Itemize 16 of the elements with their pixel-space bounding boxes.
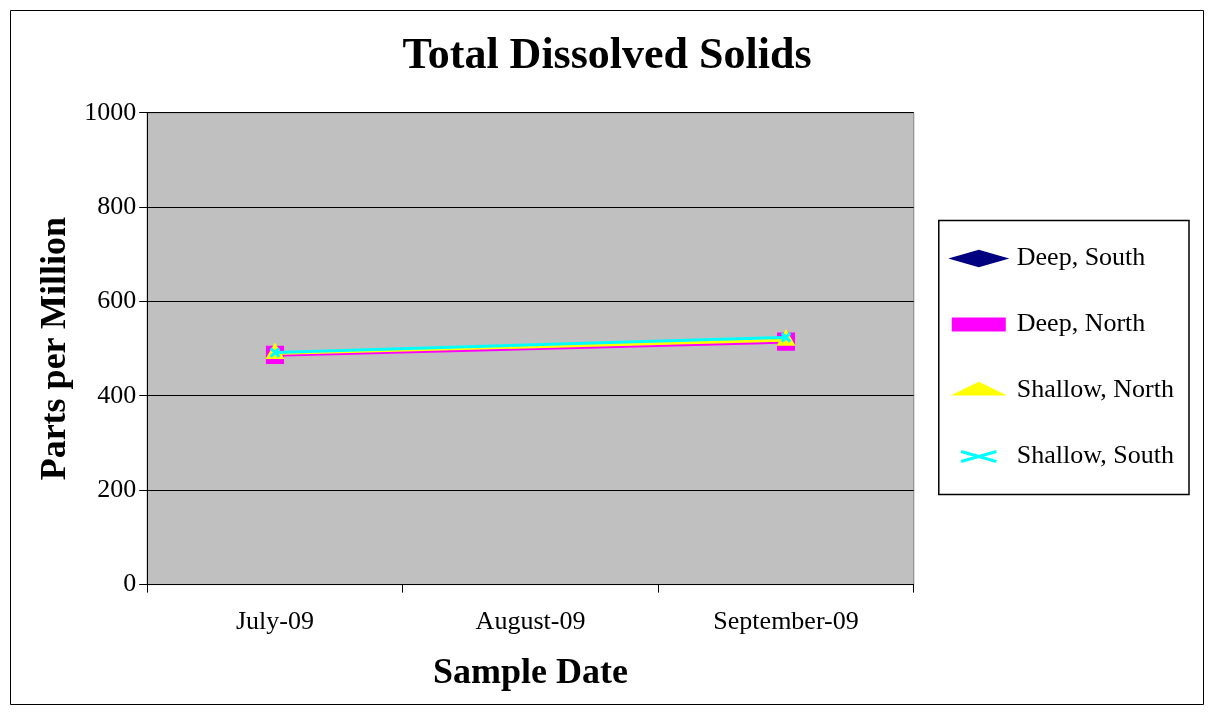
chart-title: Total Dissolved Solids [402, 28, 812, 78]
x-tick-label: July-09 [235, 606, 314, 636]
legend-label: Shallow, North [1016, 374, 1174, 404]
y-axis-title: Parts per Million [32, 217, 73, 481]
legend-label: Shallow, South [1016, 440, 1174, 470]
legend-label: Deep, South [1016, 242, 1146, 272]
y-tick-label: 1000 [84, 96, 137, 126]
y-tick-label: 400 [97, 379, 137, 409]
y-tick-label: 600 [97, 285, 137, 315]
y-tick-label: 200 [97, 474, 137, 504]
x-tick-label: August-09 [475, 606, 586, 636]
x-tick-label: September-09 [713, 606, 859, 636]
x-axis-title: Sample Date [433, 650, 628, 691]
y-tick-label: 800 [97, 190, 137, 220]
y-tick-label: 0 [123, 568, 137, 598]
legend-label: Deep, North [1016, 308, 1146, 338]
